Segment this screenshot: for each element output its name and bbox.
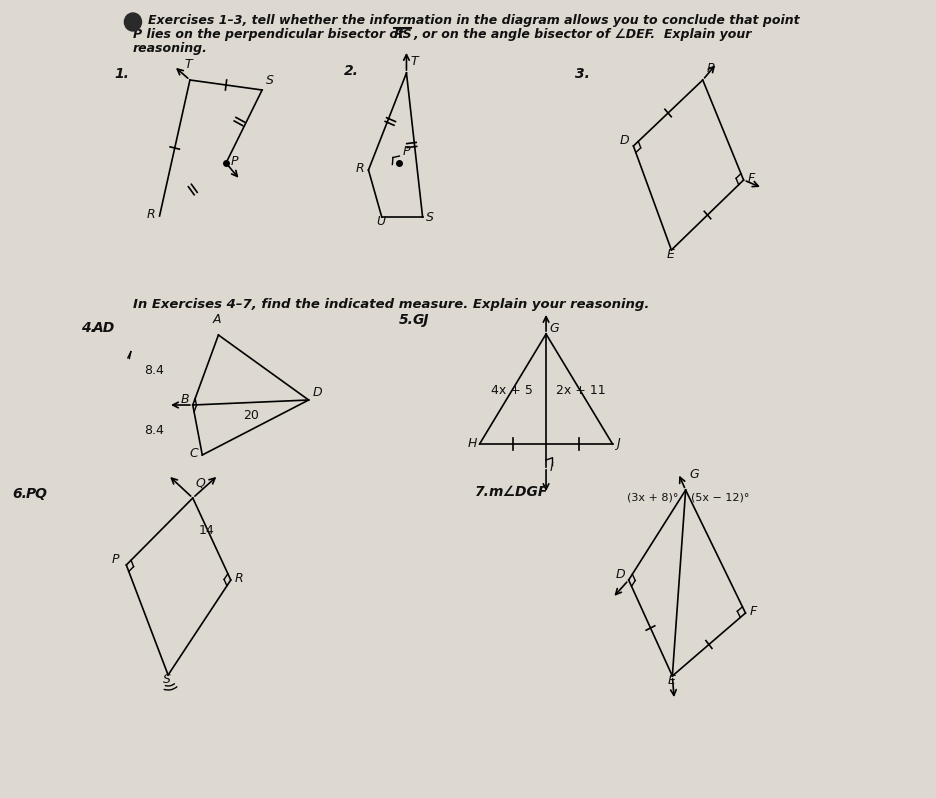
Text: P lies on the perpendicular bisector of: P lies on the perpendicular bisector of (133, 28, 408, 41)
Text: F: F (750, 605, 756, 618)
Text: E: E (666, 248, 675, 261)
Text: 14: 14 (198, 524, 214, 537)
Text: R: R (356, 162, 365, 175)
Text: C: C (189, 447, 197, 460)
Text: P: P (402, 145, 410, 158)
Text: P: P (112, 553, 120, 566)
Circle shape (124, 13, 141, 31)
Text: D: D (615, 568, 625, 581)
Text: F: F (747, 172, 754, 185)
Text: 2x + 11: 2x + 11 (556, 384, 606, 397)
Text: 8.4: 8.4 (144, 424, 165, 437)
Text: reasoning.: reasoning. (133, 42, 208, 55)
Text: J: J (616, 437, 620, 450)
Text: G: G (549, 322, 560, 335)
Text: (3x + 8)°: (3x + 8)° (627, 492, 679, 502)
Text: In Exercises 4–7, find the indicated measure. Explain your reasoning.: In Exercises 4–7, find the indicated mea… (133, 298, 650, 311)
Text: S: S (426, 211, 433, 224)
Text: 8.4: 8.4 (144, 364, 165, 377)
Text: P: P (707, 62, 714, 75)
Text: PQ: PQ (25, 487, 48, 501)
Text: GJ: GJ (412, 313, 429, 327)
Text: 6.: 6. (12, 487, 27, 501)
Text: R: R (146, 208, 154, 221)
Text: 4x + 5: 4x + 5 (491, 384, 533, 397)
Text: 2.: 2. (344, 64, 358, 78)
Text: R: R (235, 572, 243, 585)
Text: 4.: 4. (80, 321, 95, 335)
Text: Q: Q (196, 476, 206, 489)
Text: S: S (164, 673, 171, 686)
Text: T: T (410, 55, 417, 68)
Text: E: E (667, 674, 676, 687)
Text: 3.: 3. (575, 67, 590, 81)
Text: G: G (690, 468, 699, 481)
Text: D: D (621, 134, 630, 147)
Text: H: H (467, 437, 476, 450)
Text: S: S (266, 74, 273, 87)
Text: 20: 20 (242, 409, 258, 422)
Text: D: D (313, 386, 322, 399)
Text: U: U (376, 215, 386, 228)
Text: I: I (549, 461, 553, 474)
Text: m∠DGF: m∠DGF (488, 485, 548, 499)
Text: B: B (181, 393, 189, 406)
Text: RS: RS (394, 28, 413, 41)
Text: , or on the angle bisector of ∠DEF.  Explain your: , or on the angle bisector of ∠DEF. Expl… (413, 28, 752, 41)
Text: AD: AD (93, 321, 115, 335)
Text: T: T (184, 58, 192, 71)
Text: 1.: 1. (114, 67, 129, 81)
Text: 7.: 7. (475, 485, 490, 499)
Text: P: P (231, 155, 239, 168)
Text: (5x − 12)°: (5x − 12)° (692, 492, 750, 502)
Text: 5.: 5. (399, 313, 414, 327)
Text: Exercises 1–3, tell whether the information in the diagram allows you to conclud: Exercises 1–3, tell whether the informat… (148, 14, 799, 27)
Text: A: A (212, 313, 221, 326)
